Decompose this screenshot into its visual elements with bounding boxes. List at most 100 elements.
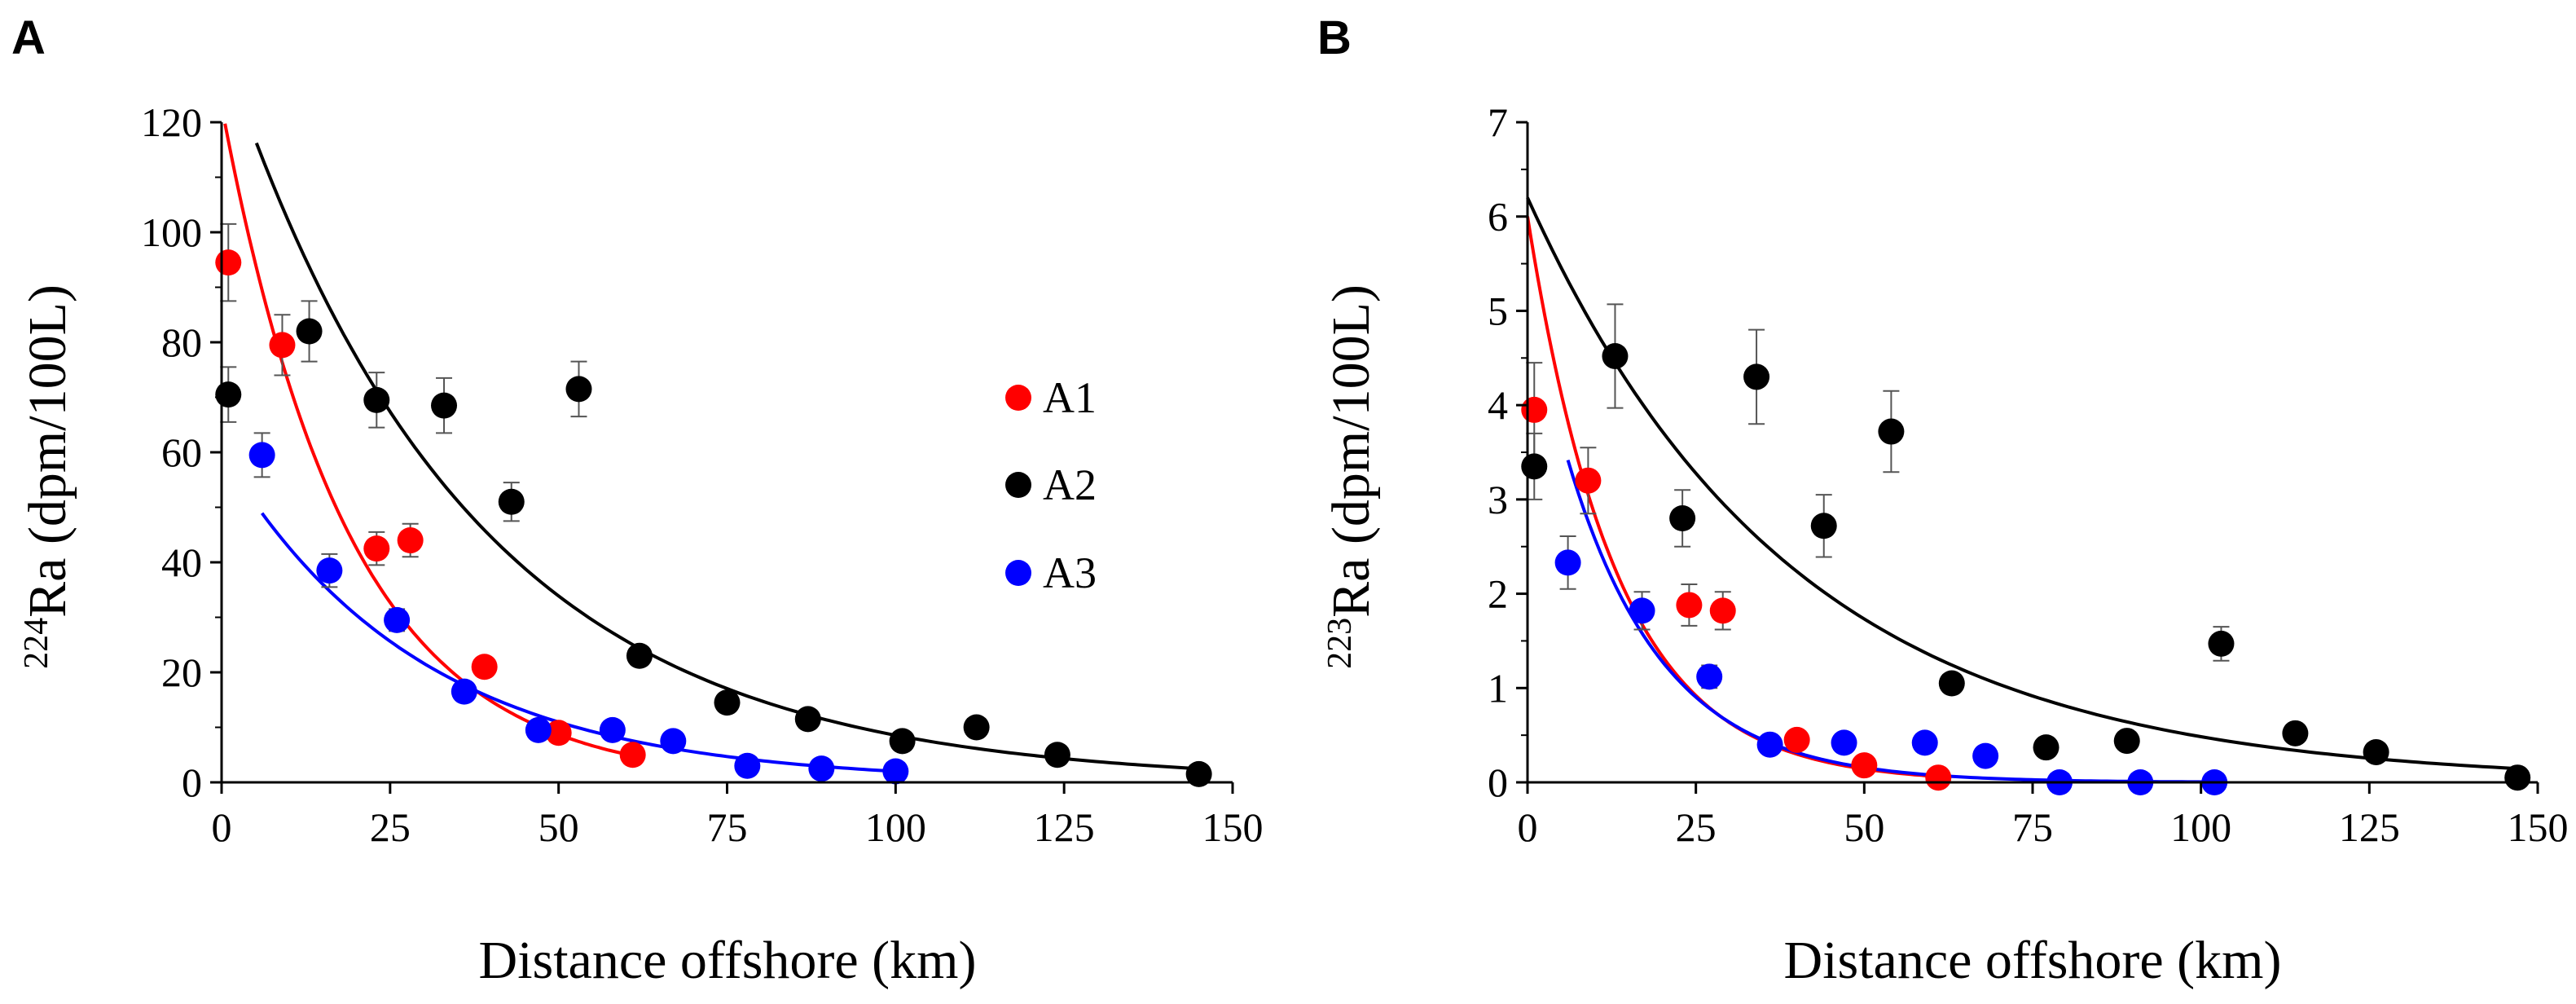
data-point-a1	[1783, 726, 1810, 753]
data-point-a2	[2208, 630, 2235, 657]
data-point-a1	[397, 527, 424, 553]
data-point-a2	[1938, 670, 1965, 697]
data-point-a2	[794, 706, 821, 733]
data-point-a2	[1878, 418, 1905, 445]
y-tick-label: 5	[1488, 288, 1508, 333]
data-point-a1	[215, 249, 242, 276]
legend-a1-label: A1	[1043, 373, 1097, 422]
data-point-a3	[525, 716, 552, 743]
data-point-a2	[2363, 738, 2389, 765]
data-point-a2	[1810, 513, 1837, 539]
x-tick-label: 50	[1844, 804, 1884, 850]
data-point-a2	[498, 488, 525, 515]
x-tick-label: 100	[2170, 804, 2231, 850]
data-point-a3	[734, 752, 761, 779]
data-point-a2	[714, 689, 741, 716]
data-point-a2	[565, 376, 592, 403]
y-tick-label: 120	[141, 99, 202, 145]
y-tick-label: 60	[161, 429, 202, 475]
panel-b-letter: B	[1317, 11, 1352, 64]
data-point-a3	[1831, 729, 1857, 756]
data-point-a1	[619, 742, 646, 768]
data-point-a2	[296, 318, 323, 345]
data-point-a2	[2504, 764, 2531, 791]
data-point-a3	[1972, 742, 1999, 769]
legend-a2-marker	[1005, 472, 1031, 498]
fit-curve-a1	[1526, 216, 1939, 778]
panel-a-letter: A	[11, 11, 46, 64]
y-tick-label: 40	[161, 539, 202, 585]
y-tick-label: 7	[1488, 99, 1508, 145]
data-point-a2	[1602, 342, 1629, 369]
y-tick-label: 4	[1488, 382, 1508, 428]
data-point-a3	[1756, 731, 1783, 758]
panel-b-x-axis-title: Distance offshore (km)	[1784, 931, 2282, 990]
x-tick-label: 0	[212, 804, 232, 850]
legend-a2-label: A2	[1043, 460, 1097, 509]
data-point-a2	[1044, 742, 1070, 768]
fit-curve-a2	[1526, 196, 2518, 771]
panel-b: B 0 1 2 3 4 5 6 7 0 25 50 75 100 125 150 Distance offs…	[1317, 11, 2569, 990]
y-tick-label: 1	[1488, 665, 1508, 711]
panel-b-y-axis-isotope: 223	[1321, 618, 1359, 669]
x-tick-label: 75	[2012, 804, 2053, 850]
x-tick-label: 125	[2339, 804, 2400, 850]
data-point-a1	[471, 654, 498, 680]
legend-a1-marker	[1005, 385, 1031, 411]
data-point-a3	[316, 557, 343, 584]
panel-b-y-axis-title: 223Ra (dpm/100L)	[1321, 284, 1381, 669]
fit-curve-a3	[260, 512, 896, 773]
data-point-a2	[889, 728, 916, 755]
data-point-a2	[1669, 505, 1696, 531]
data-point-a3	[1629, 597, 1655, 624]
fit-curve-a2	[254, 142, 1199, 771]
panel-a-y-axis-title: 224Ra (dpm/100L)	[18, 284, 77, 669]
y-tick-label: 80	[161, 319, 202, 365]
data-point-a3	[1554, 549, 1581, 576]
y-tick-label: 0	[182, 760, 202, 805]
y-tick-label: 100	[141, 209, 202, 255]
panel-a-ticks: 0 20 40 60 80 100 120 0 25 50 75 100 125 150	[141, 99, 1264, 850]
legend-a3-marker	[1005, 560, 1031, 586]
y-tick-label: 2	[1488, 571, 1508, 617]
x-tick-label: 150	[1202, 804, 1264, 850]
data-point-a3	[384, 606, 411, 633]
x-tick-label: 0	[1518, 804, 1538, 850]
x-tick-label: 50	[538, 804, 579, 850]
data-point-a3	[660, 728, 687, 755]
x-tick-label: 100	[865, 804, 926, 850]
data-point-a2	[363, 386, 390, 413]
data-point-a3	[882, 758, 909, 785]
panel-a: A 0 20 40 60 80 100 120 0 25 50 75 100 125 150 Distan…	[11, 11, 1264, 990]
data-point-a2	[431, 392, 458, 419]
data-point-a2	[963, 714, 990, 741]
data-point-a2	[1743, 363, 1770, 390]
data-point-a1	[1676, 592, 1703, 619]
data-point-a3	[1696, 663, 1723, 690]
panel-a-marks	[215, 123, 1212, 787]
panel-b-ticks: 0 1 2 3 4 5 6 7 0 25 50 75 100 125 150	[1488, 99, 2569, 850]
y-tick-label: 6	[1488, 194, 1508, 240]
data-point-a1	[1575, 467, 1602, 494]
y-tick-label: 0	[1488, 760, 1508, 805]
data-point-a1	[1925, 764, 1952, 791]
data-point-a2	[1185, 760, 1212, 787]
panel-a-y-axis-isotope: 224	[18, 618, 55, 669]
x-tick-label: 25	[370, 804, 411, 850]
data-point-a3	[451, 678, 477, 705]
x-tick-label: 150	[2508, 804, 2569, 850]
data-point-a1	[1851, 752, 1878, 779]
data-point-a3	[248, 442, 275, 469]
data-point-a1	[269, 332, 296, 359]
data-point-a3	[808, 755, 835, 782]
data-point-a3	[1911, 729, 1938, 756]
data-point-a2	[1521, 453, 1548, 480]
data-point-a2	[2113, 728, 2140, 755]
legend-a3-label: A3	[1043, 548, 1097, 597]
panel-a-y-axis-label: Ra (dpm/100L)	[18, 284, 77, 618]
data-point-a1	[1709, 597, 1736, 624]
panel-a-legend: A1 A2 A3	[1005, 373, 1097, 597]
data-point-a2	[2033, 734, 2059, 761]
data-point-a1	[363, 535, 390, 562]
